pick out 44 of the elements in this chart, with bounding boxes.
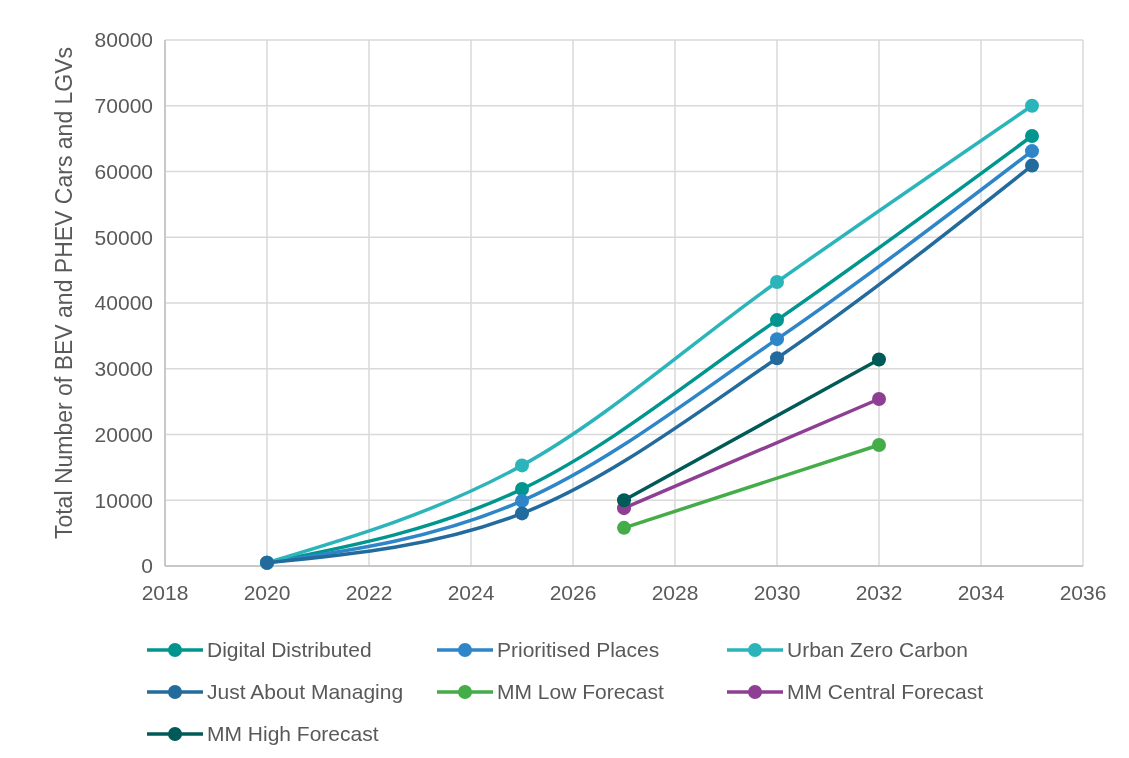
y-tick-label: 30000 xyxy=(94,357,153,381)
x-tick-label: 2018 xyxy=(141,581,189,604)
x-tick-label: 2020 xyxy=(243,581,291,604)
x-tick-label: 2026 xyxy=(549,581,597,604)
point xyxy=(770,351,784,366)
point xyxy=(770,332,784,347)
legend-label: MM High Forecast xyxy=(207,722,379,746)
point xyxy=(515,506,529,521)
x-tick-label: 2024 xyxy=(447,581,495,604)
legend-label: Urban Zero Carbon xyxy=(787,638,968,662)
x-tick-label: 2028 xyxy=(651,581,699,604)
point xyxy=(515,493,529,508)
legend-label: MM Low Forecast xyxy=(497,680,665,704)
x-tick-label: 2032 xyxy=(855,581,903,604)
x-tick-label: 2030 xyxy=(753,581,801,604)
point xyxy=(872,438,886,453)
y-tick-label: 10000 xyxy=(94,488,153,512)
y-tick-label: 70000 xyxy=(94,94,153,118)
y-tick-label: 40000 xyxy=(94,291,153,315)
y-tick-label: 60000 xyxy=(94,159,153,183)
legend-label: Prioritised Places xyxy=(497,638,660,662)
legend-label: Digital Distributed xyxy=(207,638,372,662)
point xyxy=(515,482,529,497)
x-tick-label: 2022 xyxy=(345,581,393,604)
y-tick-label: 0 xyxy=(141,554,153,578)
point xyxy=(617,520,631,535)
point xyxy=(872,392,886,406)
point xyxy=(1025,98,1039,113)
point xyxy=(1025,129,1039,143)
legend-label: MM Central Forecast xyxy=(787,680,984,704)
y-tick-label: 80000 xyxy=(94,28,153,52)
y-axis-title: Total Number of BEV and PHEV Cars and LGVs xyxy=(51,46,77,540)
point xyxy=(770,313,784,328)
point xyxy=(617,493,631,508)
point xyxy=(770,274,784,289)
point xyxy=(515,458,529,473)
point xyxy=(1025,158,1039,173)
legend-label: Just About Managing xyxy=(207,680,404,704)
point xyxy=(1025,144,1039,159)
x-tick-label: 2034 xyxy=(957,581,1005,604)
point xyxy=(872,352,886,367)
x-tick-label: 2036 xyxy=(1059,581,1107,604)
y-tick-label: 50000 xyxy=(94,225,153,249)
y-tick-label: 20000 xyxy=(94,422,153,446)
